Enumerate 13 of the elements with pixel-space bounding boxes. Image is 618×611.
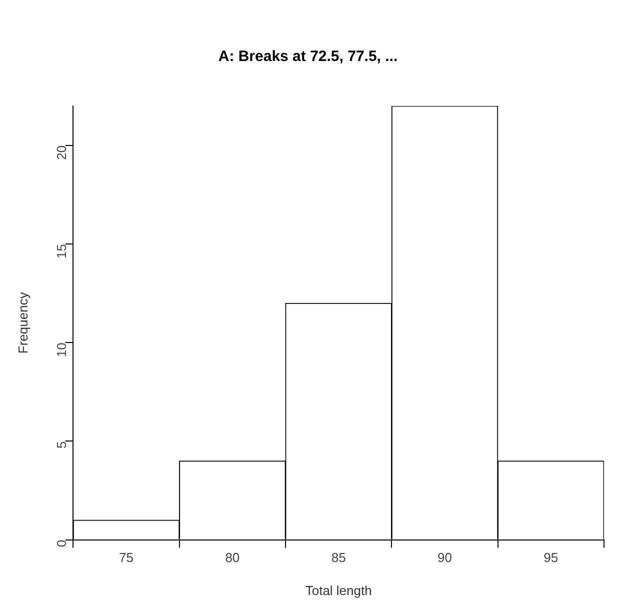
x-tick-label: 80 <box>225 550 240 566</box>
x-tick-label: 90 <box>438 550 452 566</box>
y-tick-label: 15 <box>54 244 69 258</box>
y-tick-label: 10 <box>54 342 69 358</box>
x-tick-label: 95 <box>544 550 558 566</box>
x-tick-label: 75 <box>119 550 134 566</box>
x-tick-label: 85 <box>331 550 346 566</box>
x-axis-title: Total length <box>305 582 372 598</box>
y-axis-title: Frequency <box>15 292 30 354</box>
chart-title: A: Breaks at 72.5, 77.5, ... <box>218 48 398 66</box>
y-tick-label: 20 <box>54 145 69 160</box>
y-tick-label: 0 <box>54 540 69 548</box>
y-tick-label: 5 <box>54 441 69 448</box>
